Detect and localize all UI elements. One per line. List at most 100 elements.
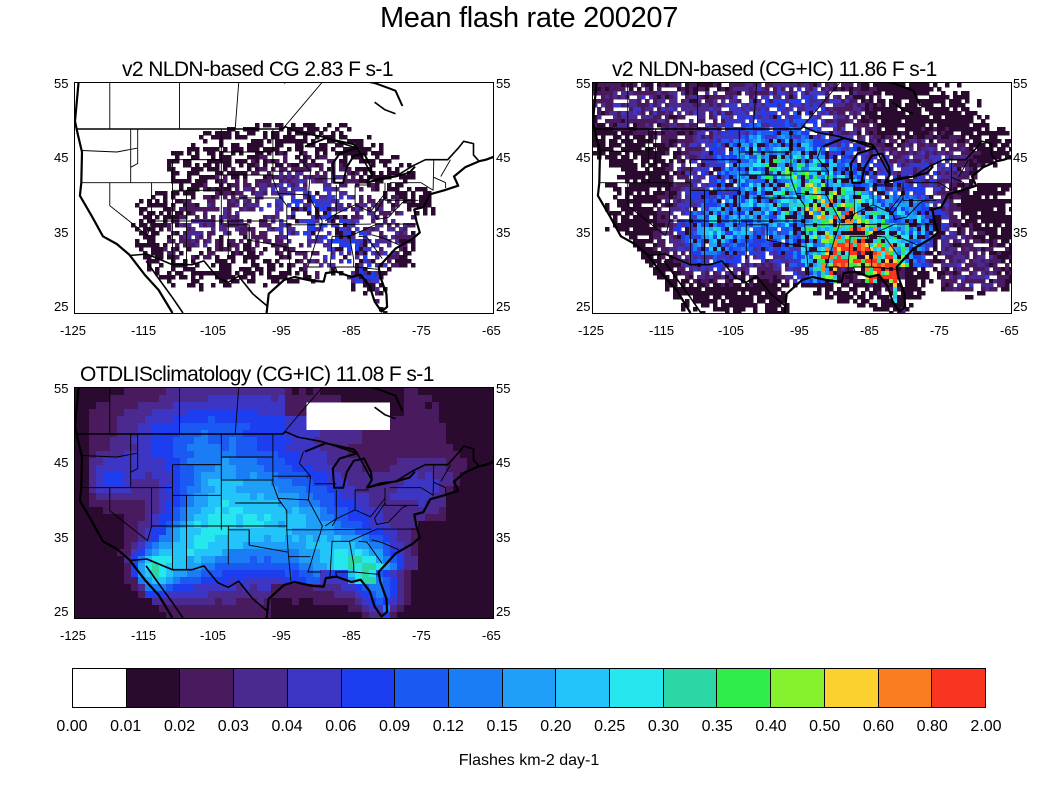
lat-label-right: 25 xyxy=(1013,299,1028,314)
state-line xyxy=(278,497,310,501)
state-line xyxy=(282,83,322,130)
colorbar-swatch xyxy=(180,669,235,707)
colorbar-swatch xyxy=(502,669,557,707)
james-bay xyxy=(374,101,396,115)
colorbar-swatch xyxy=(932,669,985,707)
colorbar-swatch xyxy=(610,669,664,707)
lon-label: -65 xyxy=(1000,323,1019,338)
coastline xyxy=(265,155,493,313)
hudson-bay xyxy=(802,83,922,107)
state-line xyxy=(81,452,138,458)
colorbar-tick-label: 0.30 xyxy=(647,718,679,735)
lat-label-left: 55 xyxy=(576,76,591,91)
coastline xyxy=(75,388,174,618)
lon-label: -85 xyxy=(342,628,361,643)
coastline xyxy=(75,83,174,313)
lon-label: -105 xyxy=(200,323,227,338)
map-frame xyxy=(74,82,494,314)
colorbar xyxy=(72,668,986,708)
lat-label-right: 55 xyxy=(496,381,511,396)
colorbar-swatch xyxy=(341,669,396,707)
lat-label-left: 35 xyxy=(576,225,591,240)
lon-label: -125 xyxy=(578,323,605,338)
colorbar-tick-label: 0.09 xyxy=(379,718,411,735)
colorbar-tick-label: 0.60 xyxy=(862,718,895,735)
hudson-bay xyxy=(284,83,404,107)
coastline xyxy=(593,83,692,313)
colorbar-tick-label: 0.03 xyxy=(217,718,249,735)
coastline xyxy=(265,460,493,618)
lon-label: -115 xyxy=(131,628,157,643)
lat-label-right: 45 xyxy=(496,455,511,470)
state-line xyxy=(324,193,386,222)
national-border xyxy=(77,125,480,184)
colorbar-tick-label: 0.80 xyxy=(916,718,948,735)
state-line xyxy=(389,464,435,496)
colorbar-swatch xyxy=(824,669,879,707)
panel-title: v2 NLDN-based CG 2.83 F s-1 xyxy=(122,58,394,81)
colorbar-tick-label: 2.00 xyxy=(970,718,1002,735)
flash-rate-field xyxy=(131,123,436,313)
state-line xyxy=(329,236,333,272)
lat-label-left: 55 xyxy=(54,76,69,91)
state-line xyxy=(358,235,383,259)
state-line xyxy=(130,434,139,473)
colorbar-tick-label: 0.06 xyxy=(325,718,357,735)
state-line xyxy=(796,192,828,196)
lat-label-left: 25 xyxy=(54,604,69,619)
colorbar-swatch xyxy=(878,669,933,707)
state-line xyxy=(234,388,240,435)
lon-label: -65 xyxy=(482,628,501,643)
state-line xyxy=(374,197,409,220)
state-line xyxy=(951,176,965,188)
state-line xyxy=(81,147,138,153)
lon-label: -95 xyxy=(272,323,291,338)
state-line xyxy=(648,129,657,168)
colorbar-tick-label: 0.02 xyxy=(163,718,196,735)
state-line xyxy=(599,147,656,153)
state-line xyxy=(332,223,418,237)
lat-label-right: 35 xyxy=(496,225,511,240)
lat-label-left: 45 xyxy=(576,150,591,165)
state-line xyxy=(746,224,768,241)
lat-label-right: 55 xyxy=(1013,76,1028,91)
map-frame xyxy=(74,387,494,619)
lat-label-right: 45 xyxy=(496,150,511,165)
coastline xyxy=(145,565,184,618)
colorbar-tick-label: 0.20 xyxy=(540,718,572,735)
lat-label-right: 25 xyxy=(496,299,511,314)
coastline xyxy=(783,155,1011,313)
state-line xyxy=(109,182,148,236)
state-line xyxy=(371,539,400,551)
state-line xyxy=(627,182,666,236)
colorbar-title: Flashes km-2 day-1 xyxy=(458,752,600,769)
state-line xyxy=(272,129,292,277)
state-line xyxy=(840,223,890,226)
map-frame xyxy=(592,82,1012,314)
colorbar-tick-label: 0.04 xyxy=(271,718,303,735)
flash-rate-map xyxy=(75,83,493,313)
state-line xyxy=(371,234,400,246)
state-line xyxy=(892,197,927,220)
state-line xyxy=(353,571,379,575)
colorbar-swatch xyxy=(73,669,127,707)
state-line xyxy=(433,176,447,188)
colorbar-swatch xyxy=(126,669,181,707)
colorbar-swatch xyxy=(556,669,611,707)
colorbar-swatch xyxy=(448,669,503,707)
state-line xyxy=(440,159,451,177)
lat-label-left: 45 xyxy=(54,150,69,165)
lat-label-left: 35 xyxy=(54,530,69,545)
lon-label: -115 xyxy=(649,323,675,338)
state-line xyxy=(889,234,918,246)
state-line xyxy=(871,266,897,270)
lon-label: -75 xyxy=(412,323,431,338)
national-border xyxy=(647,253,786,307)
flash-rate-field xyxy=(593,83,1011,313)
state-line xyxy=(329,541,333,577)
lat-label-right: 55 xyxy=(496,76,511,91)
state-line xyxy=(752,83,758,130)
state-line xyxy=(876,235,901,259)
state-line xyxy=(374,502,409,525)
hudson-bay xyxy=(284,388,404,412)
